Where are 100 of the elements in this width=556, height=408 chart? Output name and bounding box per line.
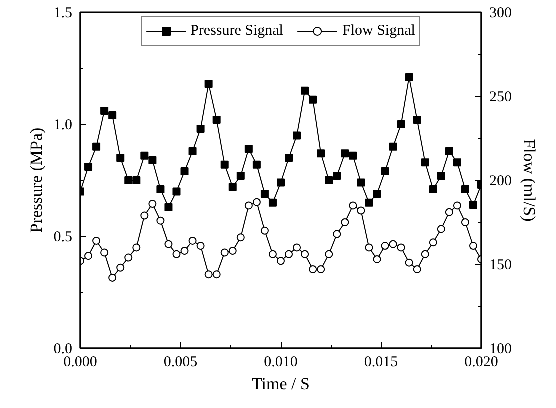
y2-tick-label: 300 [490,6,512,22]
y-tick-label: 0.0 [54,342,72,358]
point [413,116,422,124]
point [437,172,446,180]
y2-tick-label: 150 [490,258,512,274]
point [140,152,149,160]
point [84,252,93,260]
point [220,160,229,169]
point [469,242,478,250]
point [317,266,326,274]
point [437,225,446,234]
point [212,116,221,124]
point [333,172,342,180]
point [108,112,117,120]
point [252,198,261,206]
point [429,185,438,194]
point [389,142,398,151]
point [357,206,366,215]
point [228,247,237,256]
point [124,254,133,262]
point [365,198,374,207]
point [325,176,334,184]
point [293,132,302,140]
point [381,168,390,176]
point [148,156,157,164]
y2-tick-label: 100 [490,342,512,358]
point [373,255,382,264]
point [389,240,398,248]
point [124,176,133,184]
y2-axis-title: Flow (ml/S) [520,139,539,222]
point [469,201,478,210]
point [212,270,221,279]
point [365,244,374,252]
x-axis-title: Time / S [252,374,310,394]
point [148,200,157,208]
y-tick-label: 1.5 [54,6,72,22]
point [309,266,318,274]
point [156,185,165,194]
point [180,247,189,256]
point [381,242,390,250]
point [92,236,101,245]
point [164,203,173,212]
legend-label: Flow Signal [342,22,416,40]
point [84,163,93,172]
point [268,198,277,207]
point [220,248,229,257]
point [260,190,269,198]
y2-tick-label: 250 [490,90,512,106]
point [357,178,366,187]
point [100,107,109,116]
x-tick-label: 0.020 [464,354,498,370]
x-tick-label: 0.010 [264,354,298,370]
point [188,147,197,156]
y-axis-title: Pressure (MPa) [26,128,46,234]
point [244,145,253,154]
point [397,244,406,252]
point [301,250,310,258]
point [285,154,294,162]
point [461,185,470,194]
point [100,248,109,257]
point [349,152,358,160]
point [373,190,382,198]
point [132,176,141,184]
point [317,150,326,158]
point [309,96,318,104]
point [172,188,181,196]
point [445,208,454,216]
x-tick-label: 0.005 [164,354,198,370]
point [445,147,454,156]
point [196,242,205,250]
point [252,160,261,169]
point [204,270,213,279]
point [188,236,197,245]
point [108,274,117,282]
point [461,218,470,226]
point [164,240,173,248]
point [92,142,101,151]
point [116,154,125,162]
point [405,73,414,82]
point [453,202,462,210]
point [341,218,350,226]
point [405,258,414,267]
point [268,250,277,258]
point [421,158,430,167]
point [293,244,302,252]
point [429,238,438,247]
x-tick-label: 0.015 [364,354,398,370]
point [453,158,462,167]
legend-label: Pressure Signal [190,22,284,40]
point [116,264,125,272]
point [301,86,310,95]
point [204,80,213,88]
point [349,202,358,210]
y-tick-label: 1.0 [54,118,72,134]
point [156,216,165,225]
point [397,120,406,128]
point [285,250,294,258]
point [341,150,350,158]
point [413,266,422,274]
point [236,234,245,242]
